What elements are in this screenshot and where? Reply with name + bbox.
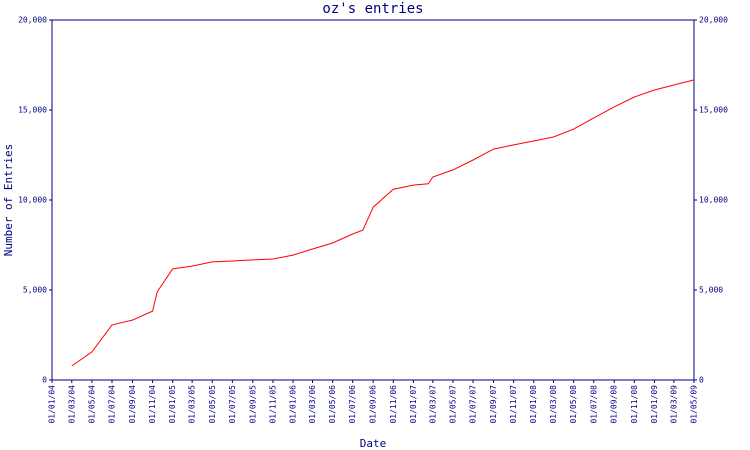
y2-tick-label: 10,000 (699, 196, 728, 205)
x-tick-label: 01/11/04 (148, 385, 157, 424)
y2-tick-label: 20,000 (699, 16, 728, 25)
y2-tick-label: 15,000 (699, 106, 728, 115)
x-tick-label: 01/07/05 (228, 385, 237, 424)
y-tick-label: 20,000 (18, 16, 47, 25)
x-tick-label: 01/05/05 (208, 385, 217, 424)
x-tick-label: 01/01/05 (168, 385, 177, 424)
data-line (71, 79, 695, 367)
x-tick-label: 01/09/08 (610, 385, 619, 424)
x-tick-label: 01/11/08 (630, 385, 639, 424)
x-tick-label: 01/03/08 (549, 385, 558, 424)
y-axis-label: Number of Entries (2, 144, 15, 257)
x-tick-label: 01/05/08 (569, 385, 578, 424)
x-tick-label: 01/05/06 (328, 385, 337, 424)
x-tick-label: 01/01/04 (48, 385, 57, 424)
x-tick-label: 01/03/04 (67, 385, 76, 424)
plot-frame (51, 19, 695, 381)
x-tick-label: 01/09/06 (369, 385, 378, 424)
x-tick-label: 01/11/05 (268, 385, 277, 424)
x-tick-label: 01/07/08 (589, 385, 598, 424)
x-tick-label: 01/09/07 (489, 385, 498, 424)
x-tick-label: 01/09/04 (128, 385, 137, 424)
y-tick-label: 10,000 (18, 196, 47, 205)
x-tick-label: 01/01/08 (529, 385, 538, 424)
x-tick-label: 01/07/06 (348, 385, 357, 424)
x-tick-label: 01/11/06 (389, 385, 398, 424)
y-tick-label: 5,000 (23, 286, 47, 295)
y2-tick-label: 0 (699, 376, 704, 385)
x-tick-label: 01/05/04 (87, 385, 96, 424)
x-tick-label: 01/05/07 (448, 385, 457, 424)
x-tick-label: 01/09/05 (248, 385, 257, 424)
x-tick-label: 01/01/09 (650, 385, 659, 424)
x-tick-label: 01/05/09 (690, 385, 699, 424)
x-tick-label: 01/01/06 (289, 385, 298, 424)
y2-tick-label: 5,000 (699, 286, 723, 295)
y-tick-label: 15,000 (18, 106, 47, 115)
x-tick-label: 01/01/07 (409, 385, 418, 424)
x-tick-label: 01/03/09 (669, 385, 678, 424)
x-axis-label: Date (360, 437, 387, 450)
x-tick-label: 01/03/07 (428, 385, 437, 424)
chart-title: oz's entries (322, 1, 423, 17)
x-tick-label: 01/11/07 (509, 385, 518, 424)
x-tick-label: 01/07/04 (108, 385, 117, 424)
x-tick-label: 01/03/05 (188, 385, 197, 424)
x-tick-label: 01/07/07 (469, 385, 478, 424)
y-tick-label: 0 (42, 376, 47, 385)
x-tick-label: 01/03/06 (308, 385, 317, 424)
